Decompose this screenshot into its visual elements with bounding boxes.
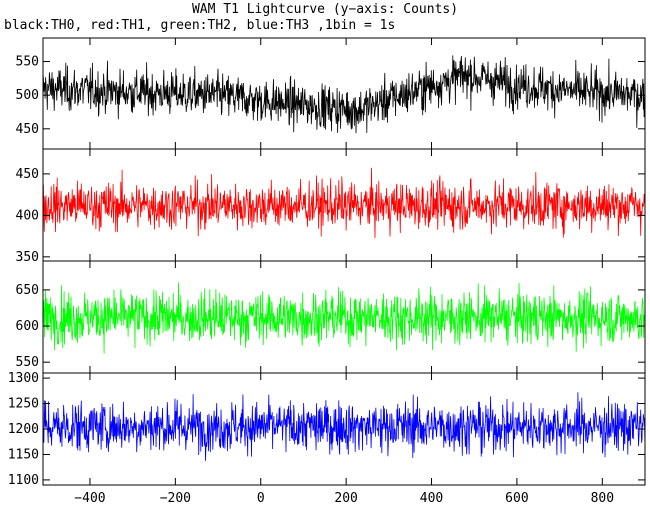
x-tick-label: 200	[334, 491, 357, 505]
y-tick-label: 350	[16, 250, 39, 265]
series-th1-line	[43, 167, 645, 239]
series-th3-line	[43, 392, 645, 461]
y-tick-label: 500	[16, 88, 39, 103]
y-tick-label: 600	[16, 319, 39, 334]
y-tick-label: 1300	[8, 371, 39, 386]
chart-title: WAM T1 Lightcurve (y−axis: Counts)	[191, 2, 459, 17]
y-tick-label: 1150	[8, 447, 39, 462]
y-tick-label: 400	[16, 208, 39, 223]
y-tick-label: 650	[16, 283, 39, 298]
y-tick-label: 1100	[8, 473, 39, 488]
series-th2-line	[43, 282, 645, 354]
y-tick-label: 550	[16, 55, 39, 70]
x-tick-label: −400	[74, 491, 105, 505]
y-tick-label: 450	[16, 167, 39, 182]
x-tick-label: 600	[505, 491, 528, 505]
x-tick-label: 0	[257, 491, 265, 505]
y-tick-label: 450	[16, 122, 39, 137]
x-tick-label: 800	[591, 491, 614, 505]
y-tick-label: 550	[16, 355, 39, 370]
x-tick-label: −200	[160, 491, 191, 505]
y-tick-label: 1200	[8, 422, 39, 437]
x-tick-label: 400	[420, 491, 443, 505]
series-th0-line	[43, 55, 645, 134]
chart-subtitle: black:TH0, red:TH1, green:TH2, blue:TH3 …	[4, 18, 396, 33]
y-tick-label: 1250	[8, 397, 39, 412]
